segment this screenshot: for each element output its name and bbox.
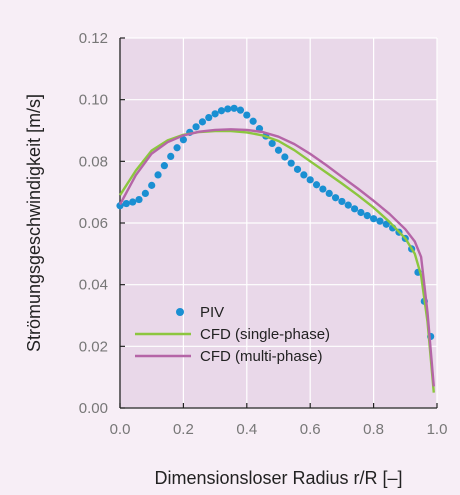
series-line [118,128,435,387]
y-tick-label: 0.12 [79,30,108,47]
legend-label: CFD (single-phase) [200,326,330,343]
legend-item: PIV [176,304,224,321]
data-point [350,205,359,213]
data-point [306,176,314,184]
legend: PIV CFD (single-phase) CFD (multi-phase) [135,304,330,365]
x-tick-label: 0.8 [363,421,384,438]
data-point [274,146,283,154]
data-point [325,189,333,197]
data-point [129,198,137,206]
data-point [135,195,143,204]
y-tick-label: 0.10 [79,92,108,109]
data-point [211,110,219,118]
x-tick-label: 0.2 [173,421,194,438]
y-tick-label: 0.02 [79,338,108,355]
data-point [331,194,340,202]
y-tick-label: 0.06 [79,215,108,232]
data-point [141,189,149,197]
x-tick-label: 0.4 [236,421,257,438]
legend-label: CFD (multi-phase) [200,348,323,365]
data-point [236,106,245,114]
data-point [312,181,321,189]
x-tick-label: 0.0 [110,421,131,438]
data-point [173,144,181,152]
data-point [192,123,200,131]
legend-label: PIV [200,304,224,321]
data-point [382,220,390,228]
legend-item: CFD (multi-phase) [135,348,323,365]
tick-labels: 0.0 0.2 0.4 0.6 0.8 1.0 0.00 0.02 0.04 0.06 0.08 0.… [79,30,448,438]
data-point [338,197,346,206]
data-point [230,104,238,112]
x-tick-label: 0.6 [300,421,321,438]
data-point [167,152,175,160]
data-point [160,162,168,170]
data-point [363,212,371,220]
y-tick-label: 0.04 [79,277,108,294]
data-point [300,171,308,179]
legend-marker [176,308,184,316]
data-point [217,107,226,115]
data-point [179,136,187,144]
series-piv [116,104,435,341]
data-point [370,215,378,223]
x-axis-title: Dimensionsloser Radius r/R [–] [154,468,402,488]
data-point [148,181,156,189]
series-cfd-multi-phase [118,128,435,387]
data-point [293,165,302,173]
data-point [122,199,130,208]
y-tick-label: 0.08 [79,153,108,170]
data-point [319,185,327,193]
data-point [205,113,213,122]
data-point [249,117,257,125]
data-point [376,217,384,225]
data-point [154,171,162,179]
data-point [243,111,251,119]
data-point [287,159,295,167]
data-point [344,201,352,209]
data-point [281,153,289,161]
legend-item: CFD (single-phase) [135,326,330,343]
data-point [268,139,276,148]
data-point [116,202,124,210]
data-point [198,118,207,126]
data-point [224,105,232,113]
x-tick-label: 1.0 [427,421,448,438]
y-axis-title: Strömungsgeschwindigkeit [m/s] [24,94,44,352]
data-point [357,208,365,217]
y-tick-label: 0.00 [79,400,108,417]
axes [119,37,438,409]
series-group [116,104,435,393]
